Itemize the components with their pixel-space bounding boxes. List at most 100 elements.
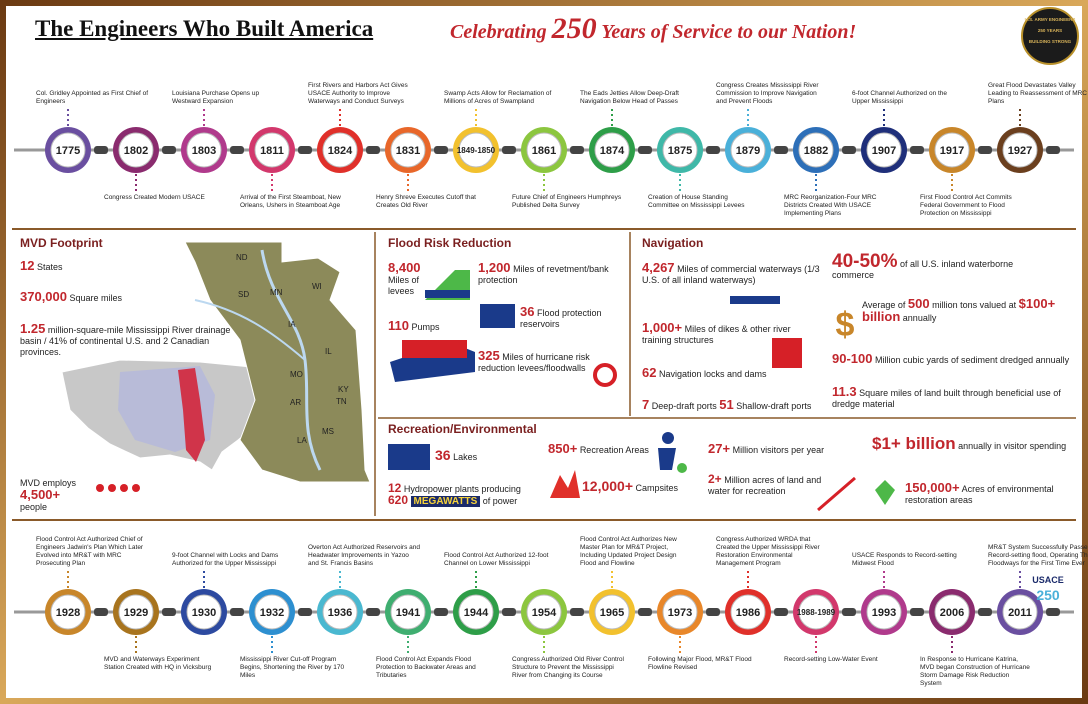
stat: 325 Miles of hurricane risk reduction le… bbox=[478, 349, 598, 374]
stat-label: people bbox=[20, 502, 48, 512]
stat-value: 4,500+ bbox=[20, 487, 61, 502]
reservoir-icon bbox=[480, 304, 515, 328]
year-disc bbox=[50, 132, 86, 168]
stat-label: million-square-mile Mississippi River dr… bbox=[20, 325, 231, 357]
stat: 62 Navigation locks and dams bbox=[642, 365, 832, 380]
map-label: MS bbox=[322, 427, 334, 436]
event-text: Arrival of the First Steamboat, New Orle… bbox=[240, 194, 341, 209]
stat-value: 850+ bbox=[548, 441, 578, 456]
connector-icon bbox=[162, 146, 176, 154]
event-text: Overton Act Authorized Reservoirs and He… bbox=[308, 544, 421, 567]
map-label: ND bbox=[236, 253, 248, 262]
connector-icon bbox=[366, 608, 380, 616]
stat: 110 Pumps bbox=[388, 318, 468, 333]
year-disc bbox=[866, 594, 902, 630]
stat-value: 62 bbox=[642, 365, 657, 380]
event-text: Flood Control Act Authorizes New Master … bbox=[580, 536, 677, 567]
event-text: Henry Shreve Executes Cutoff that Create… bbox=[376, 194, 476, 209]
event-text: Future Chief of Engineers Humphreys Publ… bbox=[512, 194, 622, 209]
stat-value: 1,200 bbox=[478, 260, 511, 275]
logo-number: 250 bbox=[1036, 587, 1060, 603]
year-disc bbox=[1002, 132, 1038, 168]
year: 1986 bbox=[736, 607, 760, 619]
dollar-icon: $ bbox=[836, 306, 855, 344]
stat-value: 370,000 bbox=[20, 289, 67, 304]
connector-icon bbox=[570, 608, 584, 616]
year-disc bbox=[322, 132, 358, 168]
year: 1824 bbox=[328, 145, 353, 157]
year-disc bbox=[1002, 594, 1038, 630]
year: 1932 bbox=[260, 607, 284, 619]
year: 1831 bbox=[396, 145, 420, 157]
title: The Engineers Who Built America bbox=[35, 16, 374, 41]
stat: 90-100 Million cubic yards of sediment d… bbox=[832, 352, 1072, 366]
year-disc bbox=[254, 594, 290, 630]
event-text: 9-foot Channel with Locks and Dams Autho… bbox=[172, 552, 279, 567]
connector-icon bbox=[774, 608, 788, 616]
mvd-map bbox=[184, 241, 371, 483]
connector-icon bbox=[978, 608, 992, 616]
stat-label: annually bbox=[902, 313, 937, 323]
tagline-text: Years of Service to our Nation! bbox=[601, 21, 857, 43]
hurricane-icon bbox=[593, 363, 617, 387]
stat-label: Recreation Areas bbox=[579, 445, 649, 455]
event-text: Following Major Flood, MR&T Flood Flowli… bbox=[648, 656, 752, 671]
stat-value: 150,000+ bbox=[905, 480, 960, 495]
stat-value: 8,400 bbox=[388, 260, 421, 275]
event-text: Great Flood Devastates Valley Leading to… bbox=[988, 82, 1087, 105]
stat-label: Lakes bbox=[453, 452, 478, 462]
stat-label: States bbox=[36, 262, 63, 272]
stat-value: 110 bbox=[388, 318, 409, 333]
stat: 2+ Million acres of land and water for r… bbox=[708, 473, 838, 497]
year-disc bbox=[934, 132, 970, 168]
year: 1988-1989 bbox=[797, 608, 836, 617]
year: 2006 bbox=[940, 607, 964, 619]
badge-text: U.S. ARMY ENGINEERS 250 YEARS BUILDING STR… bbox=[1024, 14, 1076, 47]
section-title: Navigation bbox=[642, 236, 704, 250]
year: 1803 bbox=[192, 145, 216, 157]
event-text: First Rivers and Harbors Act Gives USACE… bbox=[308, 82, 408, 105]
stat: 1,000+ Miles of dikes & other river trai… bbox=[642, 320, 822, 346]
stat: 1,200 Miles of revetment/bank protection bbox=[478, 260, 623, 286]
connector-icon bbox=[706, 146, 720, 154]
stat: MVD employs 4,500+ people bbox=[20, 478, 100, 513]
stat-value: 36 bbox=[435, 447, 451, 463]
connector-icon bbox=[774, 146, 788, 154]
connector-icon bbox=[298, 608, 312, 616]
year: 2011 bbox=[1008, 607, 1032, 619]
stat: 36 Flood protection reservoirs bbox=[520, 305, 620, 330]
stat-label: Miles of revetment/bank protection bbox=[478, 264, 609, 285]
event-text: Record-setting Low-Water Event bbox=[784, 656, 878, 663]
year-disc bbox=[730, 132, 766, 168]
stat: 12,000+ Campsites bbox=[582, 479, 682, 494]
event-text: Creation of House Standing Committee on … bbox=[648, 194, 745, 209]
stat-label: Million acres of land and water for recr… bbox=[708, 475, 822, 496]
year: 1936 bbox=[328, 607, 352, 619]
barge-icon bbox=[730, 296, 780, 304]
stat-value: 40-50% bbox=[832, 251, 898, 272]
map-label: MN bbox=[270, 288, 283, 297]
stat-value: 4,267 bbox=[642, 260, 675, 275]
stat-value: 1,000+ bbox=[642, 320, 683, 335]
year-disc bbox=[798, 594, 834, 630]
stat-label: Hydropower plants producing bbox=[403, 484, 521, 494]
year: 1875 bbox=[668, 145, 692, 157]
year-disc bbox=[798, 132, 834, 168]
year-disc bbox=[390, 594, 426, 630]
year-disc bbox=[322, 594, 358, 630]
map-label: AR bbox=[290, 398, 301, 407]
stat-value: 51 bbox=[719, 397, 734, 412]
year: 1874 bbox=[600, 145, 625, 157]
year: 1907 bbox=[872, 145, 896, 157]
connector-icon bbox=[978, 146, 992, 154]
stat-label: Square miles bbox=[69, 293, 123, 303]
event-text: In Response to Hurricane Katrina, MVD be… bbox=[920, 656, 1030, 687]
stat: 12 States bbox=[20, 259, 220, 273]
section-title: MVD Footprint bbox=[20, 236, 103, 250]
event-text: First Flood Control Act Commits Federal … bbox=[920, 194, 1012, 217]
year: 1941 bbox=[396, 607, 420, 619]
connector-icon bbox=[570, 146, 584, 154]
year: 1849-1850 bbox=[457, 146, 496, 155]
